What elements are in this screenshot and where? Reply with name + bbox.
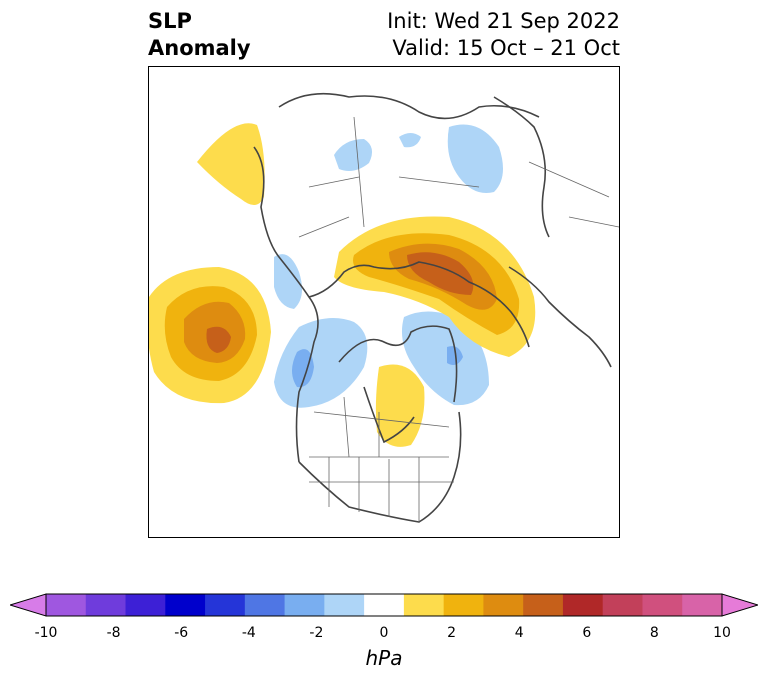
colorbar-segment (125, 594, 166, 616)
colorbar-segment (46, 594, 87, 616)
colorbar-segment (403, 594, 445, 616)
colorbar-segment (602, 594, 643, 616)
colorbar-tick-label: 2 (447, 625, 457, 641)
colorbar-extend-min (10, 593, 47, 617)
colorbar-segment (324, 594, 365, 616)
colorbar-tick-label: -4 (241, 625, 256, 641)
colorbar-tick-label: -6 (174, 625, 189, 641)
colorbar-tick-label: -2 (309, 625, 324, 641)
colorbar-tick-label: 0 (379, 625, 389, 641)
map-svg (149, 92, 619, 523)
colorbar-outline (45, 593, 723, 617)
title-variable: SLP (148, 9, 192, 33)
colorbar-segment (284, 594, 325, 616)
colorbar-segment (244, 594, 286, 616)
pacific-high-core (206, 326, 231, 353)
colorbar-tick-label: 10 (713, 625, 731, 641)
western-na-low (274, 318, 368, 408)
title-block-right: Init: Wed 21 Sep 2022 Valid: 15 Oct – 21… (387, 8, 620, 62)
colorbar-segment (85, 594, 127, 616)
positive-anomalies (149, 123, 536, 447)
anomaly-map (148, 66, 620, 538)
colorbar-segment (165, 594, 206, 616)
colorbar-unit-label: hPa (365, 646, 403, 670)
colorbar-segment (523, 594, 564, 616)
political-borders (298, 116, 619, 522)
colorbar-segment (364, 594, 405, 616)
colorbar-tick-label: 8 (649, 625, 659, 641)
colorbar-segment (483, 594, 524, 616)
western-na-low-core (292, 349, 314, 388)
colorbar-tick-label: 6 (582, 625, 592, 641)
colorbar-segment (205, 594, 246, 616)
scandinavia-low (334, 139, 373, 171)
colorbar-tick-label: -10 (34, 625, 58, 641)
alaska-high (197, 123, 265, 206)
colorbar (10, 593, 758, 617)
colorbar-segment (682, 594, 723, 616)
valid-range: Valid: 15 Oct – 21 Oct (392, 36, 620, 60)
colorbar-tick-label: -8 (106, 625, 121, 641)
hudson-high (375, 364, 425, 447)
init-date: Init: Wed 21 Sep 2022 (387, 9, 620, 33)
scandinavia-low-east (399, 133, 421, 148)
colorbar-segment (642, 594, 683, 616)
colorbar-segment (562, 594, 604, 616)
title-type: Anomaly (148, 36, 251, 60)
colorbar-tick-label: 4 (514, 625, 524, 641)
colorbar-extend-max (721, 593, 758, 617)
ural-low (447, 124, 503, 193)
western-na-low-north (274, 254, 303, 309)
colorbar-segment (443, 594, 484, 616)
title-block-left: SLP Anomaly (148, 8, 251, 62)
